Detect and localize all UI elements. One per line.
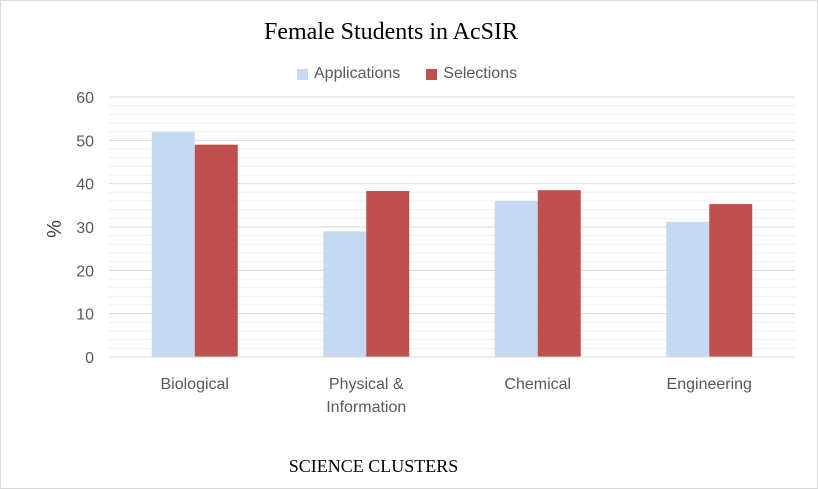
bar-applications	[151, 131, 195, 357]
bar-applications	[323, 231, 367, 357]
legend-label-selections: Selections	[443, 65, 518, 82]
y-axis-title: %	[44, 220, 66, 238]
y-tick-label: 50	[76, 133, 94, 150]
bar-selections	[194, 144, 238, 357]
x-tick-label: Information	[326, 399, 406, 416]
y-tick-label: 10	[76, 307, 94, 324]
bar-applications	[666, 221, 710, 357]
legend-item-applications: Applications	[297, 65, 400, 83]
bar-selections	[537, 190, 581, 357]
y-tick-label: 30	[76, 220, 94, 237]
x-tick-label: Chemical	[504, 376, 571, 393]
x-axis-title: SCIENCE CLUSTERS	[288, 456, 459, 476]
legend: Applications Selections	[297, 65, 517, 83]
bar-selections	[709, 204, 753, 357]
y-tick-label: 40	[76, 177, 94, 194]
x-tick-label: Biological	[161, 376, 229, 393]
x-tick-label: Physical &	[329, 376, 404, 393]
y-tick-label: 0	[85, 350, 94, 367]
y-tick-label: 20	[76, 263, 94, 280]
legend-swatch-selections	[426, 68, 438, 80]
legend-item-selections: Selections	[426, 65, 517, 83]
bar-applications	[494, 201, 538, 357]
bar-selections	[366, 191, 410, 357]
y-tick-label: 60	[76, 90, 94, 107]
legend-label-applications: Applications	[314, 65, 401, 82]
chart-title: Female Students in AcSIR	[264, 19, 518, 45]
legend-swatch-applications	[297, 68, 308, 80]
x-tick-label: Engineering	[667, 376, 752, 393]
